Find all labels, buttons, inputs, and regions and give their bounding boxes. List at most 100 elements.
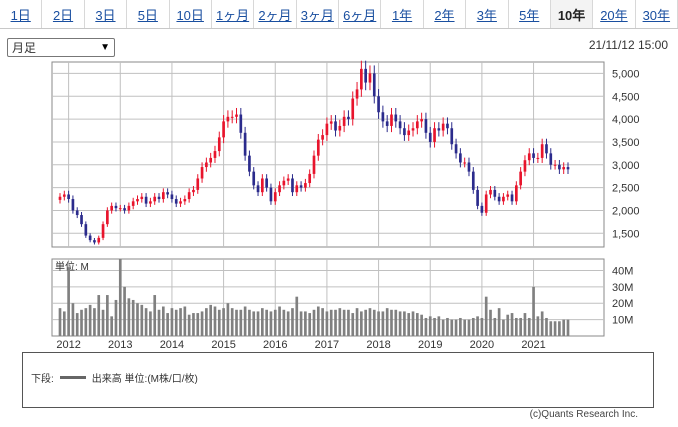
candle-body: [217, 137, 221, 152]
tab-13[interactable]: 10年: [550, 0, 594, 28]
candle-body: [364, 68, 367, 83]
tab-5[interactable]: 1ヶ月: [211, 0, 255, 28]
volume-bar: [377, 311, 380, 336]
candle-body: [71, 199, 75, 211]
candle-body: [403, 128, 406, 136]
candle-body: [321, 135, 324, 140]
volume-bar: [144, 308, 148, 336]
volume-bar: [230, 308, 234, 336]
candle-body: [351, 98, 355, 120]
volume-bar: [110, 316, 113, 336]
tab-14[interactable]: 20年: [593, 0, 636, 28]
volume-bar: [506, 314, 510, 336]
volume-bar: [450, 319, 454, 336]
candle-body: [338, 125, 342, 131]
tab-6[interactable]: 2ヶ月: [254, 0, 297, 28]
candle-body: [467, 162, 471, 172]
candle-body: [420, 119, 423, 122]
volume-bar: [493, 317, 497, 336]
tab-3[interactable]: 5日: [127, 0, 170, 28]
candle-body: [471, 171, 475, 190]
candle-body: [205, 162, 208, 168]
candle-body: [540, 144, 544, 158]
candle-body: [411, 128, 415, 131]
tab-9[interactable]: 1年: [381, 0, 424, 28]
volume-bar: [93, 308, 96, 336]
volume-bar: [536, 316, 540, 336]
volume-bar: [558, 321, 561, 336]
legend-line-swatch: [59, 376, 86, 379]
candle-body: [123, 208, 126, 211]
volume-tick-label: 10M: [612, 315, 633, 327]
volume-bar: [553, 321, 557, 336]
volume-tick-label: 30M: [612, 282, 633, 294]
tab-1[interactable]: 2日: [42, 0, 85, 28]
candle-body: [493, 189, 497, 197]
volume-unit-label: 単位: M: [55, 260, 89, 273]
candle-body: [549, 153, 553, 165]
volume-bar: [463, 319, 467, 336]
volume-bar: [394, 309, 398, 336]
volume-bar: [127, 298, 131, 336]
candle-body: [58, 196, 62, 200]
x-tick-label: 2021: [521, 339, 545, 350]
candle-body: [527, 153, 531, 161]
tab-4[interactable]: 10日: [169, 0, 212, 28]
volume-bar: [308, 313, 312, 336]
candle-period-select[interactable]: 月足 ▼: [7, 38, 115, 57]
tab-2[interactable]: 3日: [84, 0, 128, 28]
volume-bar: [278, 306, 281, 336]
volume-bar: [291, 308, 294, 336]
tab-12[interactable]: 5年: [508, 0, 551, 28]
candle-body: [454, 144, 458, 154]
volume-bar: [407, 313, 411, 336]
volume-bar: [304, 311, 307, 336]
volume-bar: [226, 303, 230, 336]
candle-body: [372, 73, 376, 97]
candle-body: [256, 185, 260, 193]
volume-tick-label: 20M: [612, 298, 633, 310]
tab-7[interactable]: 3ヶ月: [296, 0, 339, 28]
tab-0[interactable]: 1日: [0, 0, 43, 28]
candle-body: [230, 116, 234, 118]
volume-bar: [84, 308, 88, 336]
volume-bar: [385, 308, 389, 336]
candle-body: [67, 194, 70, 200]
volume-bar: [489, 309, 492, 336]
volume-bar: [265, 309, 268, 336]
candle-body: [222, 121, 225, 138]
candle-body: [523, 160, 527, 172]
volume-bar: [174, 309, 178, 336]
price-pane: 1,500 2,000 2,500 3,000 3,500 4,000 4,500 5,000: [51, 60, 640, 248]
volume-bar: [136, 303, 139, 336]
volume-bar: [106, 295, 109, 336]
x-tick-label: 2019: [418, 339, 442, 350]
volume-bar: [321, 308, 324, 336]
x-tick-label: 2013: [108, 339, 132, 350]
candle-body: [433, 128, 436, 142]
volume-bar: [248, 309, 251, 336]
candle-body: [144, 196, 148, 204]
tab-15[interactable]: 30年: [635, 0, 678, 28]
candle-body: [476, 189, 479, 206]
tab-10[interactable]: 2年: [423, 0, 467, 28]
tab-11[interactable]: 3年: [466, 0, 509, 28]
volume-bar: [286, 311, 290, 336]
volume-bar: [183, 306, 187, 336]
price-tick-label: 4,500: [612, 91, 640, 103]
volume-bar: [187, 314, 191, 336]
tab-8[interactable]: 6ヶ月: [339, 0, 382, 28]
volume-bar: [532, 286, 535, 336]
volume-bar: [299, 311, 303, 336]
candle-body: [93, 240, 96, 243]
candle-body: [562, 167, 566, 170]
volume-bar: [467, 319, 471, 336]
volume-bar: [428, 316, 432, 336]
candle-body: [157, 196, 161, 200]
candle-body: [446, 123, 449, 129]
chevron-down-icon: ▼: [100, 42, 110, 53]
candle-body: [84, 224, 88, 236]
x-axis: 2012 2013 2014 2015 2016 2017 2018 2019 2020 2021: [56, 339, 545, 350]
candle-body: [252, 171, 256, 186]
volume-bar: [62, 311, 66, 336]
